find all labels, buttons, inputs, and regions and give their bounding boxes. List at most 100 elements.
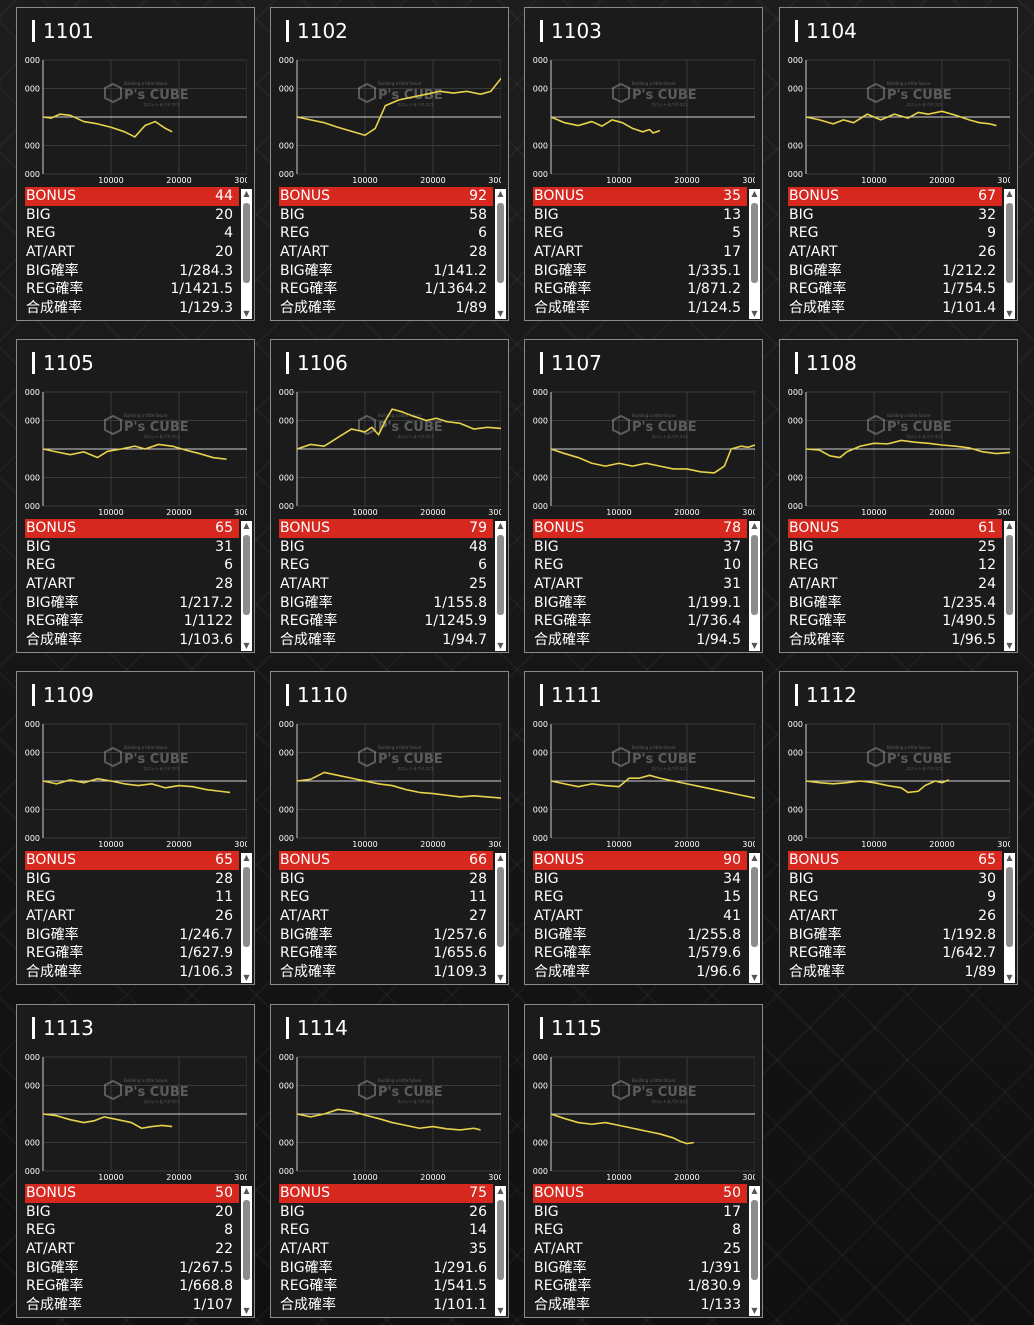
stat-row-total-rate: 合成確率 1/106.3 [25, 963, 239, 982]
stats-table: BONUS 44 BIG 20 REG 4 AT/ART 20 BIG確率 1/284.3 REG確… [25, 187, 239, 318]
scroll-up-icon[interactable]: ▲ [243, 189, 250, 198]
scroll-thumb[interactable] [497, 535, 504, 615]
scroll-thumb[interactable] [1006, 535, 1013, 615]
scroll-down-icon[interactable]: ▼ [497, 641, 504, 650]
stats-scrollbar[interactable]: ▲ ▼ [1004, 853, 1015, 983]
scroll-down-icon[interactable]: ▼ [751, 973, 758, 982]
stats-scrollbar[interactable]: ▲ ▼ [495, 1186, 506, 1316]
stat-label: REG [280, 557, 310, 574]
scroll-up-icon[interactable]: ▲ [243, 521, 250, 530]
scroll-up-icon[interactable]: ▲ [497, 189, 504, 198]
scroll-up-icon[interactable]: ▲ [751, 853, 758, 862]
stat-row-big: BIG 34 [533, 870, 747, 889]
stat-row-big-rate: BIG確率 1/255.8 [533, 926, 747, 945]
stats-scrollbar[interactable]: ▲ ▼ [241, 521, 252, 651]
scroll-down-icon[interactable]: ▼ [243, 309, 250, 318]
stats-scrollbar[interactable]: ▲ ▼ [749, 853, 760, 983]
stat-value: 58 [469, 206, 487, 223]
scroll-down-icon[interactable]: ▼ [497, 309, 504, 318]
scroll-down-icon[interactable]: ▼ [243, 973, 250, 982]
scroll-up-icon[interactable]: ▲ [1006, 521, 1013, 530]
scroll-down-icon[interactable]: ▼ [1006, 973, 1013, 982]
stats-scrollbar[interactable]: ▲ ▼ [241, 1186, 252, 1316]
x-tick-label: 10000 [606, 1173, 631, 1182]
x-tick-label: 10000 [861, 840, 886, 849]
scroll-thumb[interactable] [243, 535, 250, 615]
scroll-thumb[interactable] [751, 1200, 758, 1280]
scroll-thumb[interactable] [1006, 867, 1013, 947]
scroll-down-icon[interactable]: ▼ [497, 973, 504, 982]
scroll-down-icon[interactable]: ▼ [751, 1306, 758, 1315]
scroll-thumb[interactable] [751, 203, 758, 283]
scroll-thumb[interactable] [497, 203, 504, 283]
scroll-down-icon[interactable]: ▼ [751, 641, 758, 650]
scroll-up-icon[interactable]: ▲ [1006, 189, 1013, 198]
scroll-down-icon[interactable]: ▼ [751, 309, 758, 318]
scroll-down-icon[interactable]: ▼ [243, 641, 250, 650]
watermark-sub2: スロット＆パチスロ [906, 434, 942, 439]
stat-value: 1/246.7 [179, 926, 233, 943]
scroll-up-icon[interactable]: ▲ [243, 853, 250, 862]
stat-row-reg-rate: REG確率 1/736.4 [533, 612, 747, 631]
scroll-down-icon[interactable]: ▼ [243, 1306, 250, 1315]
stat-value: 65 [215, 852, 233, 868]
stats-scrollbar[interactable]: ▲ ▼ [495, 521, 506, 651]
stats-scrollbar[interactable]: ▲ ▼ [241, 189, 252, 319]
scroll-up-icon[interactable]: ▲ [1006, 853, 1013, 862]
scroll-up-icon[interactable]: ▲ [497, 521, 504, 530]
scroll-thumb[interactable] [497, 1200, 504, 1280]
scroll-down-icon[interactable]: ▼ [1006, 641, 1013, 650]
stats-scrollbar[interactable]: ▲ ▼ [1004, 189, 1015, 319]
scroll-up-icon[interactable]: ▲ [243, 1186, 250, 1195]
scroll-up-icon[interactable]: ▲ [497, 853, 504, 862]
stat-row-reg: REG 9 [788, 224, 1002, 243]
machine-number: 1104 [795, 20, 857, 42]
y-tick-label: -10000 [788, 834, 803, 843]
scroll-thumb[interactable] [751, 535, 758, 615]
scroll-up-icon[interactable]: ▲ [751, 1186, 758, 1195]
scroll-thumb[interactable] [751, 867, 758, 947]
scroll-thumb[interactable] [1006, 203, 1013, 283]
slump-line [550, 116, 661, 134]
scroll-down-icon[interactable]: ▼ [497, 1306, 504, 1315]
x-tick-label: 20000 [674, 1173, 699, 1182]
stats-scrollbar[interactable]: ▲ ▼ [241, 853, 252, 983]
stat-value: 50 [215, 1185, 233, 1201]
scroll-thumb[interactable] [243, 1200, 250, 1280]
scroll-down-icon[interactable]: ▼ [1006, 309, 1013, 318]
stat-label: BONUS [534, 520, 584, 536]
stats-scrollbar[interactable]: ▲ ▼ [749, 1186, 760, 1316]
scroll-thumb[interactable] [497, 867, 504, 947]
stats-scrollbar[interactable]: ▲ ▼ [495, 853, 506, 983]
scroll-up-icon[interactable]: ▲ [751, 189, 758, 198]
stats-scrollbar[interactable]: ▲ ▼ [749, 189, 760, 319]
stats-scrollbar[interactable]: ▲ ▼ [1004, 521, 1015, 651]
scroll-thumb[interactable] [243, 867, 250, 947]
scroll-up-icon[interactable]: ▲ [751, 521, 758, 530]
scroll-up-icon[interactable]: ▲ [497, 1186, 504, 1195]
stat-value: 50 [723, 1185, 741, 1201]
stat-label: BIG [26, 870, 51, 887]
stats-scrollbar[interactable]: ▲ ▼ [495, 189, 506, 319]
scroll-thumb[interactable] [243, 203, 250, 283]
stat-label: REG確率 [534, 945, 592, 962]
stats-scrollbar[interactable]: ▲ ▼ [749, 521, 760, 651]
